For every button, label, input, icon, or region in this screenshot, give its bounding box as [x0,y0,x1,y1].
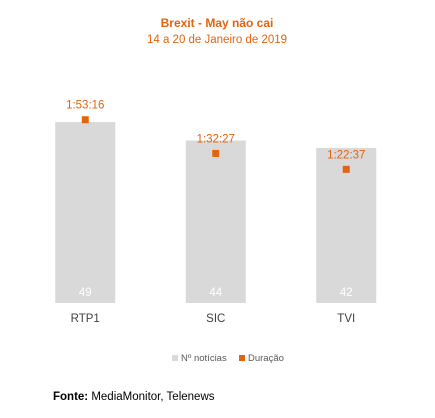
legend-swatch-duracao [239,355,245,361]
source-text: MediaMonitor, Telenews [88,391,215,403]
category-label-tvi: TVI [337,313,355,325]
bar-tvi [316,147,377,303]
legend: Nº notícias Duração [172,353,284,364]
duration-label-sic: 1:32:27 [197,133,235,145]
duration-marker-rtp1 [81,116,89,124]
source-label: Fonte: [53,391,88,403]
chart-subtitle: 14 a 20 de Janeiro de 2019 [147,34,287,46]
duration-label-tvi: 1:22:37 [327,149,365,161]
bar-rtp1 [55,122,116,303]
chart-title: Brexit - May não cai [161,16,274,30]
bar-value-label-rtp1: 49 [79,287,92,299]
legend-label-duracao: Duração [248,353,284,364]
bar-value-label-sic: 44 [209,287,222,299]
bar-value-label-tvi: 42 [340,287,353,299]
source-note: Fonte: MediaMonitor, Telenews [53,391,215,403]
legend-swatch-noticias [172,355,178,361]
duration-marker-sic [212,149,220,157]
category-label-rtp1: RTP1 [71,313,100,325]
plot-area: 49 1:53:16 RTP1 44 1:32:27 SIC 42 1:22:37 TVI [55,100,377,325]
legend-label-noticias: Nº notícias [181,353,227,364]
category-label-sic: SIC [206,313,225,325]
duration-label-rtp1: 1:53:16 [66,100,104,112]
duration-marker-tvi [342,165,350,173]
bar-sic [185,140,246,303]
